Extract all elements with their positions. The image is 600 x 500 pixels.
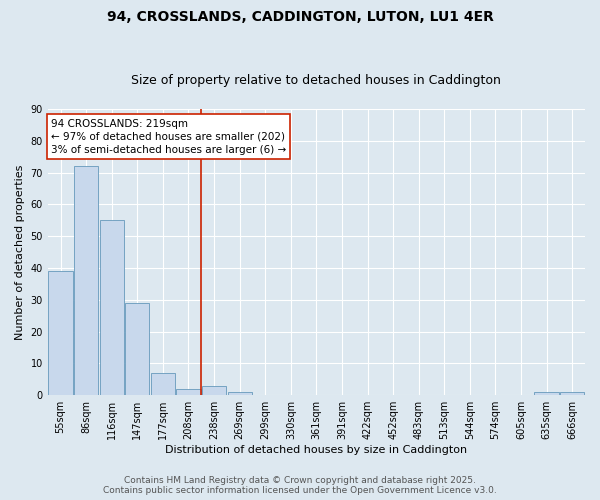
Bar	[560, 392, 584, 395]
Bar	[535, 392, 559, 395]
Y-axis label: Number of detached properties: Number of detached properties	[15, 164, 25, 340]
Bar	[227, 392, 252, 395]
Bar	[74, 166, 98, 395]
Title: Size of property relative to detached houses in Caddington: Size of property relative to detached ho…	[131, 74, 502, 87]
Bar	[100, 220, 124, 395]
Bar	[176, 389, 200, 395]
Bar	[202, 386, 226, 395]
Text: 94 CROSSLANDS: 219sqm
← 97% of detached houses are smaller (202)
3% of semi-deta: 94 CROSSLANDS: 219sqm ← 97% of detached …	[51, 118, 286, 155]
Bar	[49, 271, 73, 395]
Bar	[125, 303, 149, 395]
Text: 94, CROSSLANDS, CADDINGTON, LUTON, LU1 4ER: 94, CROSSLANDS, CADDINGTON, LUTON, LU1 4…	[107, 10, 493, 24]
Text: Contains HM Land Registry data © Crown copyright and database right 2025.
Contai: Contains HM Land Registry data © Crown c…	[103, 476, 497, 495]
Bar	[151, 373, 175, 395]
X-axis label: Distribution of detached houses by size in Caddington: Distribution of detached houses by size …	[166, 445, 467, 455]
